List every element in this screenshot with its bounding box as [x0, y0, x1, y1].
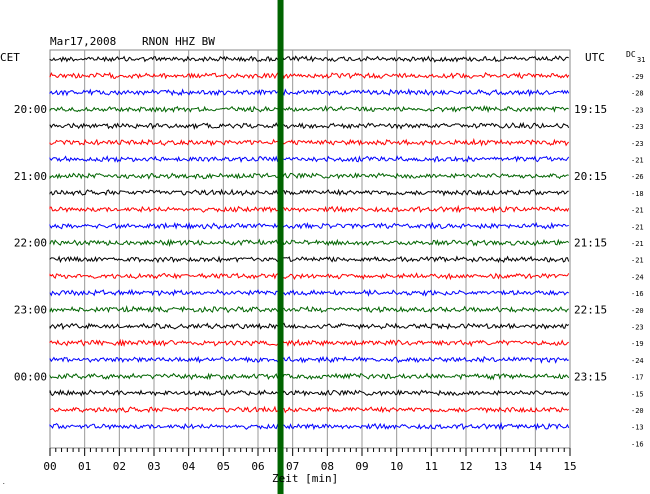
trace-17 — [49, 322, 570, 331]
dc-value: -23 — [631, 140, 644, 148]
trace-3 — [49, 88, 570, 97]
left-timezone-label: CET — [0, 51, 20, 64]
utc-hour-label: 23:15 — [574, 370, 607, 383]
right-timezone-label: UTC — [585, 51, 605, 64]
dc-value: -21 — [631, 207, 644, 215]
trace-16 — [49, 304, 569, 314]
trace-12 — [49, 238, 570, 248]
x-tick-label: 14 — [529, 460, 543, 473]
cet-hour-label: 21:00 — [14, 170, 47, 183]
time-labels: -29 -28 -23 -23 20:00 19:15 -23 -21 -26 -18 21:00 2… — [14, 73, 644, 448]
x-axis-label: Zeit [min] — [272, 472, 338, 485]
x-tick-label: 13 — [494, 460, 507, 473]
trace-13 — [49, 255, 570, 264]
x-tick-label: 05 — [217, 460, 230, 473]
svg-text:.: . — [2, 479, 6, 486]
dc-value: -21 — [631, 223, 644, 231]
chart-station: RNON HHZ BW — [142, 35, 215, 48]
dc-value: -24 — [631, 357, 644, 365]
dc-value: -21 — [631, 257, 644, 265]
dc-label: DC — [626, 50, 636, 59]
trace-group — [49, 55, 570, 431]
trace-5 — [49, 121, 570, 131]
x-tick-label: 03 — [147, 460, 160, 473]
trace-14 — [49, 272, 570, 281]
utc-hour-label: 22:15 — [574, 304, 607, 317]
dc-value: -13 — [631, 424, 644, 432]
x-tick-label: 10 — [390, 460, 403, 473]
trace-4 — [49, 105, 569, 114]
trace-7 — [49, 155, 570, 164]
trace-22 — [49, 405, 569, 414]
x-tick-label: 12 — [459, 460, 472, 473]
trace-9 — [49, 188, 569, 197]
dc-value: -28 — [631, 90, 644, 98]
dc-value: -16 — [631, 440, 644, 448]
cet-hour-label: 22:00 — [14, 237, 47, 250]
grid-lines — [49, 49, 571, 449]
chart-date: Mar17,2008 — [50, 35, 116, 48]
trace-2 — [49, 71, 570, 80]
trace-1 — [49, 55, 569, 63]
x-tick-label: 00 — [43, 460, 56, 473]
trace-15 — [49, 288, 569, 297]
trace-18 — [49, 338, 569, 348]
x-tick-label: 04 — [182, 460, 196, 473]
x-tick-label: 06 — [251, 460, 264, 473]
dc-first-value: 31 — [637, 56, 645, 64]
trace-21 — [49, 388, 570, 397]
x-tick-label: 02 — [113, 460, 126, 473]
dc-value: -15 — [631, 390, 644, 398]
utc-hour-label: 19:15 — [574, 103, 607, 116]
dc-value: -19 — [631, 340, 644, 348]
dc-value: -17 — [631, 374, 644, 382]
dc-value: -21 — [631, 240, 644, 248]
trace-20 — [49, 372, 570, 381]
event-marker — [277, 0, 284, 494]
dc-value: -24 — [631, 273, 644, 281]
trace-19 — [49, 355, 569, 364]
cet-hour-label: 00:00 — [14, 370, 47, 383]
cet-hour-label: 23:00 — [14, 304, 47, 317]
event-line — [277, 0, 284, 494]
utc-hour-label: 21:15 — [574, 237, 607, 250]
dc-value: -20 — [631, 307, 644, 315]
x-tick-label: 01 — [78, 460, 91, 473]
x-tick-label: 11 — [425, 460, 438, 473]
dc-value: -23 — [631, 123, 644, 131]
trace-6 — [49, 137, 570, 147]
dc-value: -16 — [631, 290, 644, 298]
x-tick-label: 08 — [321, 460, 334, 473]
trace-11 — [49, 221, 569, 230]
dc-value: -20 — [631, 407, 644, 415]
dc-value: -29 — [631, 73, 644, 81]
x-tick-label: 09 — [355, 460, 368, 473]
trace-23 — [49, 421, 570, 431]
x-tick-label: 15 — [563, 460, 576, 473]
trace-10 — [49, 204, 570, 214]
dc-value: -26 — [631, 173, 644, 181]
dc-value: -23 — [631, 106, 644, 114]
cet-hour-label: 20:00 — [14, 103, 47, 116]
x-tick-label: 07 — [286, 460, 299, 473]
trace-8 — [49, 172, 569, 180]
x-axis: 00 01 02 03 04 05 06 07 08 09 10 11 12 13 14 15 — [43, 448, 577, 473]
dc-value: -18 — [631, 190, 644, 198]
utc-hour-label: 20:15 — [574, 170, 607, 183]
dc-value: -23 — [631, 324, 644, 332]
dc-value: -21 — [631, 157, 644, 165]
